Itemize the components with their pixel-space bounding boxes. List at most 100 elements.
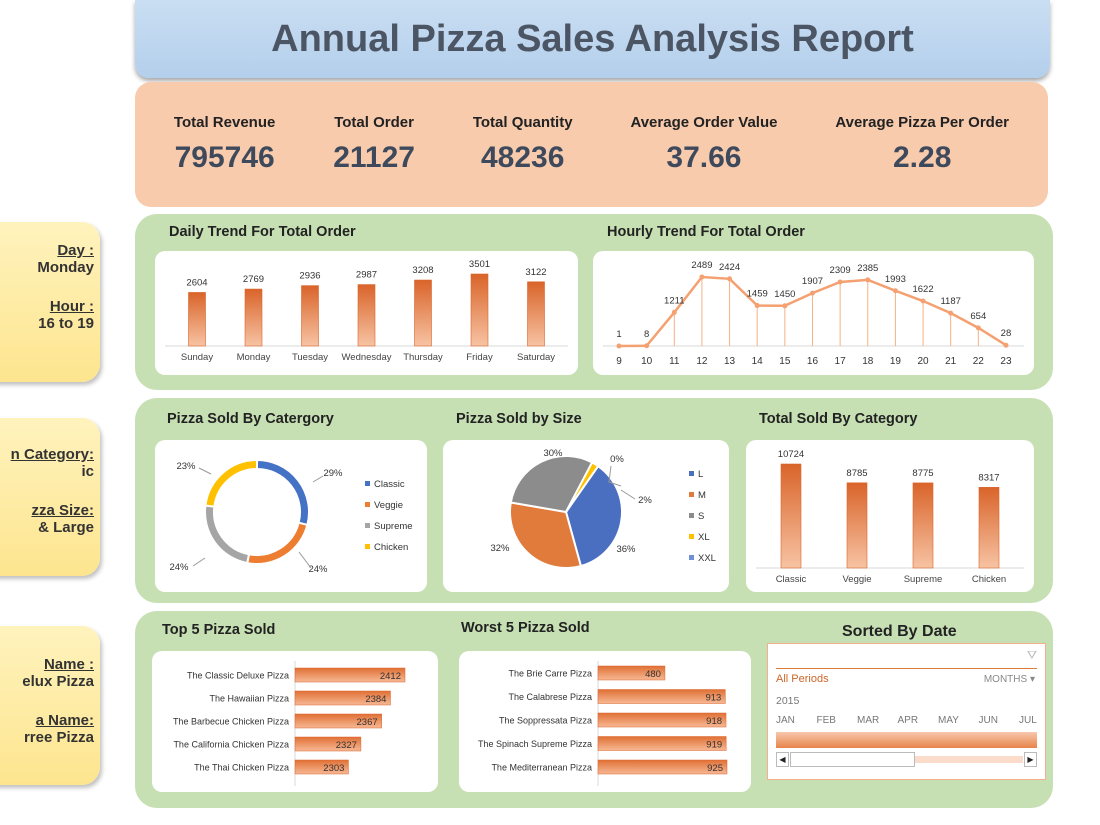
timeline-title: Sorted By Date	[842, 623, 957, 640]
kpi-value: 2.28	[892, 141, 952, 174]
kpi-total-order: Total Order 21127	[333, 114, 415, 175]
hour-label: 18	[862, 356, 874, 367]
leader-line	[312, 475, 324, 483]
timeline-bar[interactable]	[776, 732, 1037, 748]
slice-label: 0%	[610, 454, 624, 465]
legend-label: L	[698, 469, 703, 480]
bar	[527, 281, 545, 347]
legend-swatch	[365, 502, 370, 507]
data-label: 2987	[356, 270, 377, 281]
hourly-trend-chart: 1981012111124891224241314591414501519071…	[593, 251, 1034, 375]
data-point	[616, 343, 622, 349]
bar	[846, 482, 868, 569]
category-label: Thursday	[403, 352, 443, 363]
data-point	[837, 279, 843, 285]
category-label: Chicken	[972, 574, 1006, 585]
category-label: The Mediterranean Pizza	[491, 763, 592, 773]
data-label: 2424	[719, 262, 740, 273]
month-label[interactable]: JUN	[978, 715, 998, 726]
time-level-dropdown[interactable]: MONTHS ▾	[984, 674, 1035, 685]
leader-line	[620, 489, 636, 500]
hour-label: 21	[945, 356, 957, 367]
card-heading: Name :	[43, 656, 94, 673]
data-label: 1187	[940, 296, 960, 307]
insight-card-pizza: Name : elux Pizza a Name: rree Pizza	[0, 626, 100, 785]
month-label[interactable]: JUL	[1019, 715, 1037, 726]
month-label[interactable]: FEB	[816, 715, 836, 726]
legend-label: M	[698, 490, 706, 501]
legend-swatch	[689, 513, 694, 518]
scroll-thumb[interactable]	[790, 752, 915, 767]
category-label: The Thai Chicken Pizza	[194, 763, 289, 773]
month-label[interactable]: MAY	[938, 715, 959, 726]
hour-label: 22	[973, 356, 985, 367]
worst5-title: Worst 5 Pizza Sold	[461, 620, 590, 636]
data-label: 2769	[243, 274, 264, 285]
card-value: 16 to 19	[38, 315, 94, 332]
card-heading: zza Size:	[31, 502, 94, 519]
slice-chicken	[204, 458, 258, 508]
slice-label: 36%	[616, 544, 636, 555]
data-label: 1211	[664, 295, 684, 306]
top5-title: Top 5 Pizza Sold	[162, 622, 276, 638]
data-point	[727, 276, 733, 282]
bar	[414, 279, 432, 347]
date-timeline-slicer[interactable]: ⛛ All Periods MONTHS ▾ 2015 JAN FEB MAR APR…	[767, 643, 1046, 780]
data-point	[809, 290, 815, 296]
report-title: Annual Pizza Sales Analysis Report	[135, 0, 1050, 78]
timeline-scrollbar[interactable]: ◀ ▶	[776, 752, 1037, 767]
legend-swatch	[365, 544, 370, 549]
hourly-trend-title: Hourly Trend For Total Order	[607, 224, 805, 240]
month-label[interactable]: MAR	[857, 715, 880, 726]
data-label: 2327	[336, 740, 357, 751]
category-label: The Spinach Supreme Pizza	[478, 739, 592, 749]
data-label: 1459	[747, 289, 768, 300]
category-label: The Calabrese Pizza	[508, 692, 592, 702]
data-label: 2385	[857, 263, 878, 274]
category-label: Classic	[776, 574, 807, 585]
data-label: 925	[707, 763, 723, 774]
legend-swatch	[689, 534, 694, 539]
data-point	[782, 303, 788, 309]
card-heading: n Category:	[10, 446, 94, 463]
month-label[interactable]: APR	[897, 715, 919, 726]
kpi-label: Average Pizza Per Order	[835, 114, 1010, 131]
slice-label: 24%	[308, 564, 328, 575]
data-label: 2367	[357, 717, 378, 728]
all-periods-label[interactable]: All Periods	[776, 673, 829, 685]
data-label: 480	[645, 669, 661, 680]
bar	[188, 292, 206, 347]
legend-label: S	[698, 511, 704, 522]
leader-line	[298, 551, 312, 569]
data-label: 3501	[469, 259, 490, 270]
category-label: The California Chicken Pizza	[173, 740, 289, 750]
bar	[780, 463, 802, 569]
legend-swatch	[365, 523, 370, 528]
size-pie-chart: 36% L 32% M 30% S 2% XL 0% XXL	[443, 440, 729, 592]
scroll-right-icon[interactable]: ▶	[1024, 752, 1037, 767]
category-label: Wednesday	[342, 352, 392, 363]
scroll-left-icon[interactable]: ◀	[776, 752, 789, 767]
bar	[597, 736, 727, 751]
card-heading: Day :	[57, 242, 94, 259]
leader-line	[608, 465, 622, 487]
scroll-track[interactable]	[915, 756, 1023, 763]
hour-label: 14	[752, 356, 764, 367]
data-label: 28	[1001, 328, 1012, 339]
time-level-value: MONTHS	[983, 674, 1028, 685]
slice-xl	[565, 461, 600, 513]
slice-classic	[256, 458, 310, 527]
chevron-down-icon: ▾	[1029, 674, 1035, 685]
data-point	[920, 298, 926, 304]
daily-trend-chart: 2604 Sunday 2769 Monday 2936 Tuesday 2987 Wedne…	[155, 251, 578, 375]
month-label[interactable]: JAN	[776, 715, 795, 726]
leader-line	[192, 557, 206, 567]
card-heading: a Name:	[35, 712, 94, 729]
category-chart-title: Pizza Sold By Catergory	[167, 411, 334, 427]
category-label: The Soppressata Pizza	[499, 716, 592, 726]
bar	[294, 713, 382, 729]
data-point	[644, 343, 650, 349]
slice-m	[509, 501, 583, 569]
clear-filter-icon[interactable]: ⛛	[1026, 648, 1037, 662]
data-label: 1	[616, 329, 621, 340]
